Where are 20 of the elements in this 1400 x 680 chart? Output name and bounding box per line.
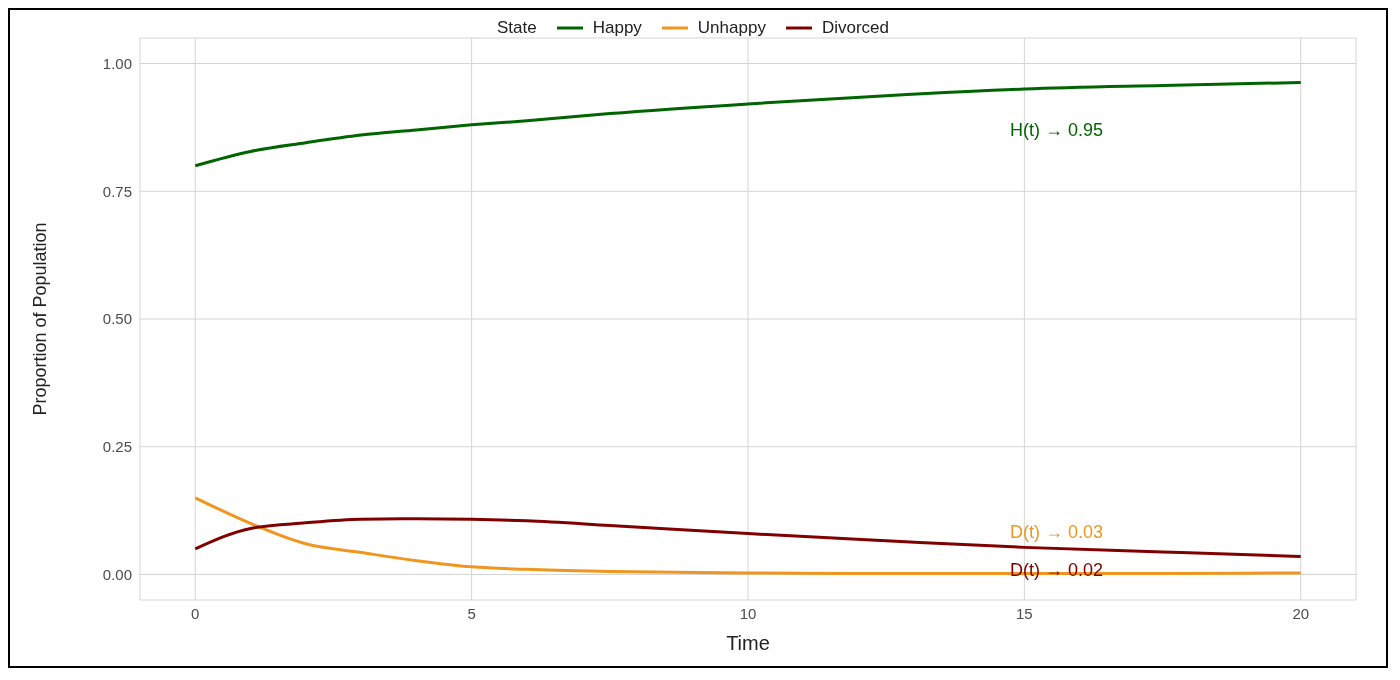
x-tick-label: 15 xyxy=(1016,604,1033,622)
y-tick-label: 1.00 xyxy=(102,54,132,72)
legend-title: State xyxy=(497,18,537,38)
x-tick-label: 0 xyxy=(191,604,200,622)
y-axis-title: Proportion of Population xyxy=(30,222,51,416)
y-tick-label: 0.00 xyxy=(102,565,132,583)
x-tick-label: 10 xyxy=(739,604,757,622)
legend-label: Happy xyxy=(592,18,642,38)
line-series xyxy=(193,80,1303,168)
annotation: D(t) → 0.03 xyxy=(1010,522,1104,543)
x-tick-label: 5 xyxy=(467,604,476,622)
y-tick-label: 0.25 xyxy=(102,438,132,456)
x-tick-label: 20 xyxy=(1292,604,1310,622)
legend-label: Unhappy xyxy=(697,18,766,38)
annotation: H(t) → 0.95 xyxy=(1010,120,1104,141)
line-series xyxy=(193,517,1303,559)
x-axis-title: Time xyxy=(726,632,770,654)
y-tick-label: 0.75 xyxy=(102,182,132,200)
y-tick-label: 0.50 xyxy=(102,310,132,328)
legend-label: Divorced xyxy=(821,18,889,38)
